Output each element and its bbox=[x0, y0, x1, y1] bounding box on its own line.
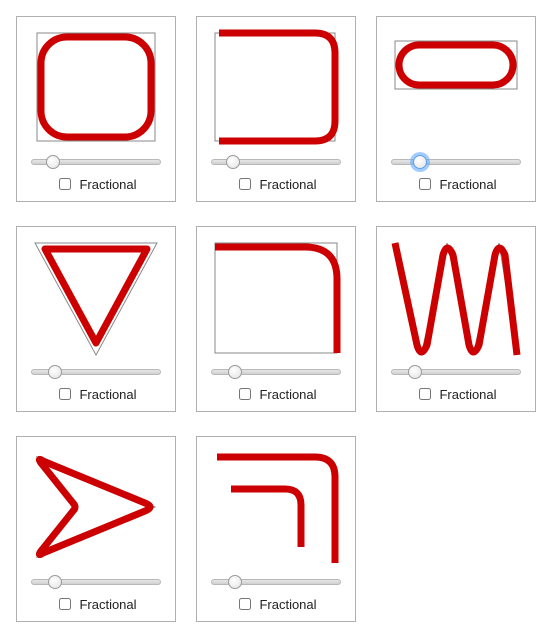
fractional-label: Fractional bbox=[79, 387, 136, 402]
radius-slider[interactable] bbox=[31, 365, 161, 379]
radius-slider[interactable] bbox=[391, 155, 521, 169]
fractional-label: Fractional bbox=[439, 177, 496, 192]
fractional-checkbox[interactable] bbox=[419, 178, 431, 190]
fractional-checkbox[interactable] bbox=[59, 178, 71, 190]
fractional-row: Fractional bbox=[207, 595, 345, 613]
card-arrowhead: Fractional bbox=[16, 436, 176, 622]
fractional-label: Fractional bbox=[439, 387, 496, 402]
card-corner-quarter: Fractional bbox=[196, 226, 356, 412]
canvas bbox=[207, 27, 345, 147]
card-pill: Fractional bbox=[376, 16, 536, 202]
radius-slider[interactable] bbox=[211, 155, 341, 169]
slider-row bbox=[207, 153, 345, 171]
radius-slider[interactable] bbox=[211, 365, 341, 379]
fractional-row: Fractional bbox=[27, 595, 165, 613]
fractional-label: Fractional bbox=[259, 177, 316, 192]
card-grid: Fractional Fractional Fractional Fractional… bbox=[16, 16, 538, 622]
card-rounded-square-open-left: Fractional bbox=[196, 16, 356, 202]
fractional-checkbox[interactable] bbox=[239, 388, 251, 400]
slider-row bbox=[387, 153, 525, 171]
slider-row bbox=[207, 573, 345, 591]
slider-row bbox=[27, 363, 165, 381]
fractional-row: Fractional bbox=[387, 175, 525, 193]
fractional-row: Fractional bbox=[387, 385, 525, 403]
card-triangle: Fractional bbox=[16, 226, 176, 412]
radius-slider[interactable] bbox=[31, 575, 161, 589]
fractional-label: Fractional bbox=[259, 597, 316, 612]
slider-row bbox=[27, 573, 165, 591]
fractional-row: Fractional bbox=[207, 175, 345, 193]
canvas bbox=[207, 447, 345, 567]
fractional-checkbox[interactable] bbox=[239, 178, 251, 190]
slider-row bbox=[207, 363, 345, 381]
fractional-checkbox[interactable] bbox=[59, 598, 71, 610]
card-zigzag-w: Fractional bbox=[376, 226, 536, 412]
slider-row bbox=[387, 363, 525, 381]
fractional-checkbox[interactable] bbox=[419, 388, 431, 400]
canvas bbox=[387, 27, 525, 147]
canvas bbox=[27, 237, 165, 357]
fractional-label: Fractional bbox=[79, 597, 136, 612]
fractional-row: Fractional bbox=[207, 385, 345, 403]
radius-slider[interactable] bbox=[211, 575, 341, 589]
fractional-checkbox[interactable] bbox=[239, 598, 251, 610]
fractional-checkbox[interactable] bbox=[59, 388, 71, 400]
fractional-row: Fractional bbox=[27, 385, 165, 403]
canvas bbox=[207, 237, 345, 357]
radius-slider[interactable] bbox=[31, 155, 161, 169]
radius-slider[interactable] bbox=[391, 365, 521, 379]
canvas bbox=[27, 447, 165, 567]
fractional-label: Fractional bbox=[79, 177, 136, 192]
card-rounded-square: Fractional bbox=[16, 16, 176, 202]
slider-row bbox=[27, 153, 165, 171]
canvas bbox=[387, 237, 525, 357]
card-double-corner: Fractional bbox=[196, 436, 356, 622]
fractional-label: Fractional bbox=[259, 387, 316, 402]
fractional-row: Fractional bbox=[27, 175, 165, 193]
canvas bbox=[27, 27, 165, 147]
